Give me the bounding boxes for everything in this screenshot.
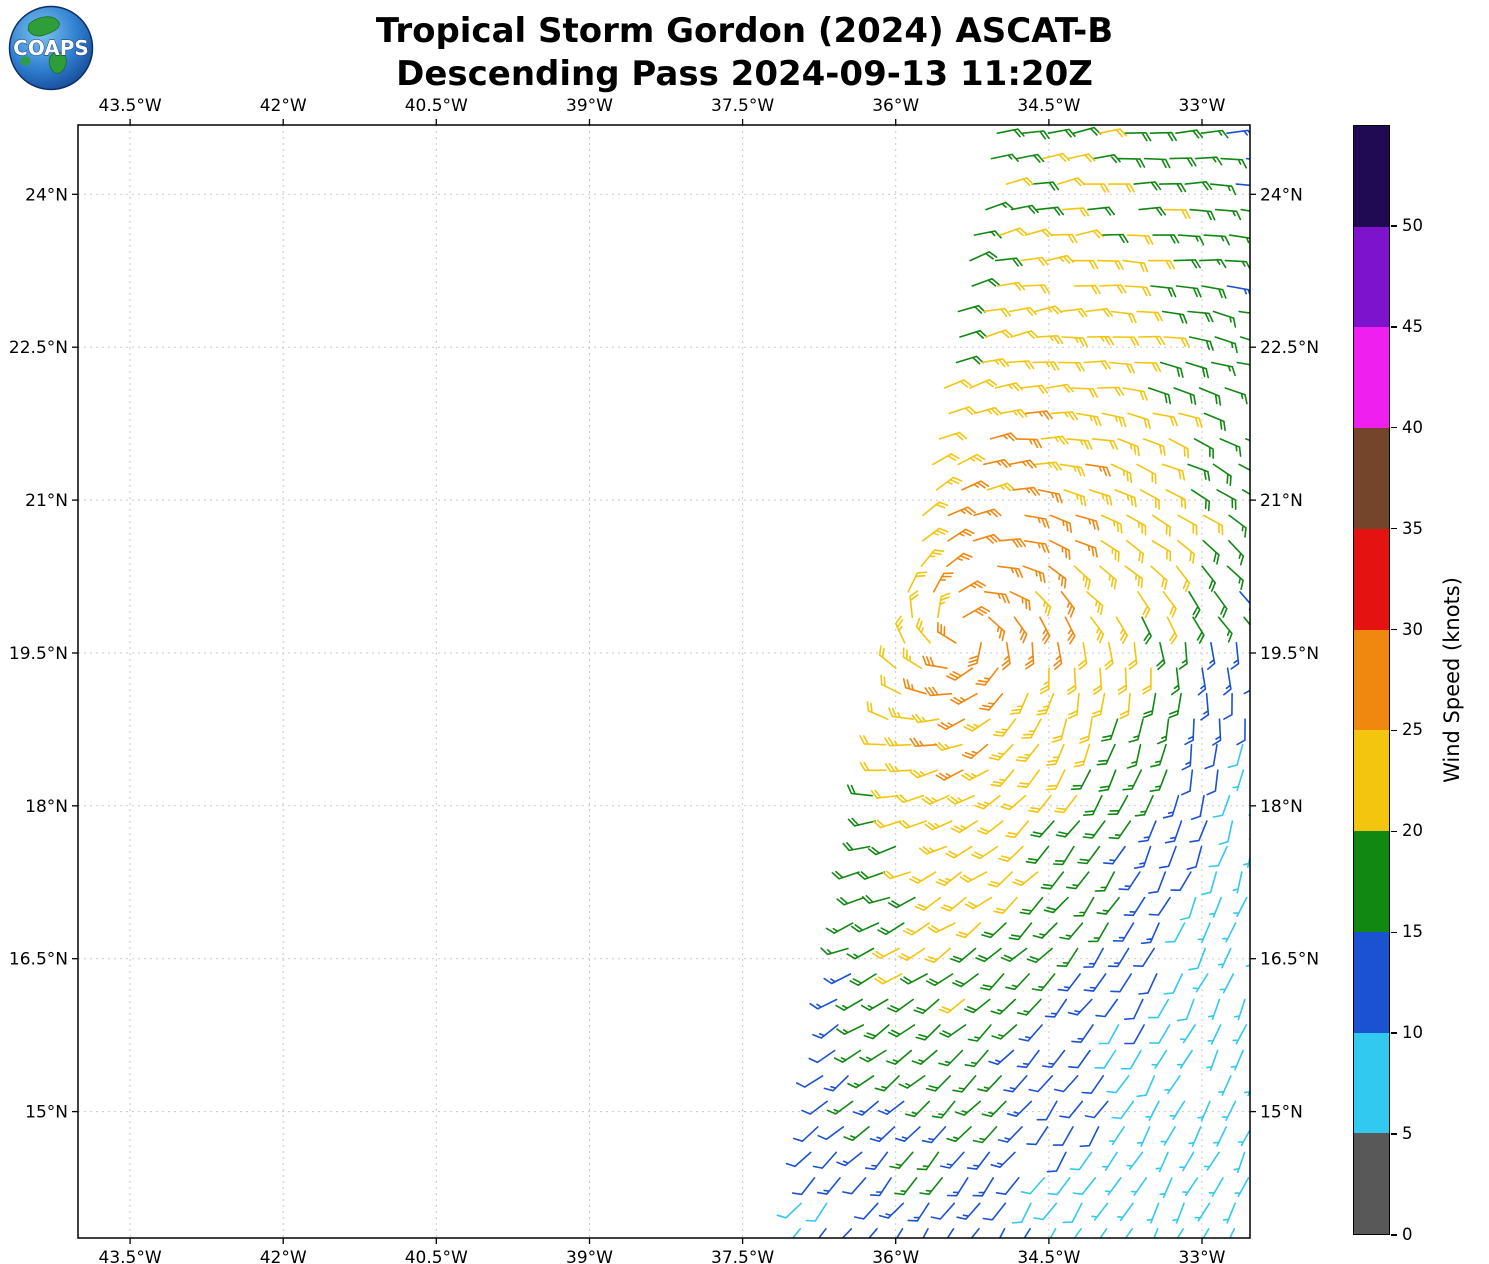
colorbar-tick-label: 25 <box>1402 720 1423 740</box>
colorbar-tick-mark <box>1391 225 1397 227</box>
y-tick-label-left: 15°N <box>25 1103 68 1123</box>
colorbar <box>1353 125 1390 1235</box>
axis-tick-marks <box>72 119 1256 1244</box>
colorbar-segment <box>1354 1133 1389 1235</box>
y-tick-label-right: 24°N <box>1260 185 1303 205</box>
colorbar-tick-label: 10 <box>1402 1023 1423 1043</box>
colorbar-tick-mark <box>1391 628 1397 631</box>
x-tick-label-bottom: 43.5°W <box>99 1248 162 1264</box>
colorbar-segment <box>1354 226 1389 328</box>
chart-title: Tropical Storm Gordon (2024) ASCAT-B Des… <box>0 10 1489 96</box>
colorbar-tick-mark <box>1391 729 1397 732</box>
x-tick-label-top: 43.5°W <box>99 96 162 116</box>
colorbar-segment <box>1354 327 1389 429</box>
x-tick-label-top: 34.5°W <box>1017 96 1080 116</box>
y-tick-label-left: 22.5°N <box>9 338 68 358</box>
plot-frame <box>77 124 1251 1239</box>
x-axis-tick-labels: 43.5°W 43.5°W 42°W 42°W 40.5°W 40.5°W 39°W 39°W… <box>99 96 1226 1264</box>
colorbar-tick-label: 50 <box>1402 215 1423 235</box>
colorbar-segment <box>1354 730 1389 832</box>
colorbar-segment <box>1354 528 1389 630</box>
x-tick-label-top: 33°W <box>1179 96 1226 116</box>
colorbar-tick-label: 40 <box>1402 417 1423 437</box>
colorbar-tick-label: 35 <box>1402 518 1423 538</box>
colorbar-tick-mark <box>1391 1032 1397 1034</box>
y-tick-label-right: 18°N <box>1260 797 1303 817</box>
chart-title-line2: Descending Pass 2024-09-13 11:20Z <box>396 54 1093 94</box>
colorbar-tick-label: 0 <box>1402 1225 1413 1244</box>
colorbar-axis-label: Wind Speed (knots) <box>1440 577 1464 783</box>
x-tick-label-top: 39°W <box>566 96 613 116</box>
x-tick-label-bottom: 37.5°W <box>711 1248 774 1264</box>
x-tick-label-bottom: 33°W <box>1179 1248 1226 1264</box>
globe-icon: COAPS <box>8 5 94 91</box>
colorbar-tick-label: 45 <box>1402 316 1423 336</box>
y-tick-label-right: 16.5°N <box>1260 950 1319 970</box>
colorbar-tick-mark <box>1391 326 1397 328</box>
chart-title-line1: Tropical Storm Gordon (2024) ASCAT-B <box>375 11 1114 51</box>
colorbar-tick-mark <box>1391 426 1397 429</box>
colorbar-tick-mark <box>1391 1133 1397 1135</box>
y-tick-label-left: 19.5°N <box>9 644 68 664</box>
colorbar-tick-label: 5 <box>1402 1124 1413 1144</box>
coaps-logo: COAPS <box>8 5 94 91</box>
x-tick-label-bottom: 36°W <box>872 1248 919 1264</box>
colorbar-segment <box>1354 831 1389 932</box>
colorbar-tick-mark <box>1391 830 1397 833</box>
colorbar-segment <box>1354 126 1389 227</box>
grid-lines <box>78 125 1250 1238</box>
x-tick-label-bottom: 34.5°W <box>1017 1248 1080 1264</box>
y-tick-label-left: 24°N <box>25 185 68 205</box>
colorbar-tick-mark <box>1391 931 1397 934</box>
colorbar-segment <box>1354 629 1389 731</box>
x-tick-label-bottom: 42°W <box>260 1248 307 1264</box>
x-tick-label-top: 37.5°W <box>711 96 774 116</box>
y-tick-label-left: 21°N <box>25 491 68 511</box>
y-tick-label-right: 15°N <box>1260 1103 1303 1123</box>
colorbar-tick-mark <box>1391 527 1397 530</box>
x-tick-label-top: 40.5°W <box>405 96 468 116</box>
colorbar-segment <box>1354 428 1389 529</box>
coaps-logo-text: COAPS <box>13 36 89 60</box>
y-tick-label-left: 18°N <box>25 797 68 817</box>
colorbar-tick-label: 15 <box>1402 922 1423 942</box>
y-axis-tick-labels: 24°N 24°N 22.5°N 22.5°N 21°N 21°N 19.5°N 19.5°N… <box>9 185 1319 1122</box>
x-tick-label-top: 42°W <box>260 96 307 116</box>
x-tick-label-bottom: 40.5°W <box>405 1248 468 1264</box>
y-tick-label-right: 19.5°N <box>1260 644 1319 664</box>
x-tick-label-bottom: 39°W <box>566 1248 613 1264</box>
y-tick-label-right: 22.5°N <box>1260 338 1319 358</box>
wind-barbs-layer <box>776 126 1250 1238</box>
colorbar-segment <box>1354 1032 1389 1134</box>
colorbar-segment <box>1354 931 1389 1033</box>
colorbar-tick-label: 30 <box>1402 619 1423 639</box>
y-tick-label-right: 21°N <box>1260 491 1303 511</box>
colorbar-tick-mark <box>1391 1234 1397 1236</box>
x-tick-label-top: 36°W <box>872 96 919 116</box>
y-tick-label-left: 16.5°N <box>9 950 68 970</box>
colorbar-tick-label: 20 <box>1402 821 1423 841</box>
